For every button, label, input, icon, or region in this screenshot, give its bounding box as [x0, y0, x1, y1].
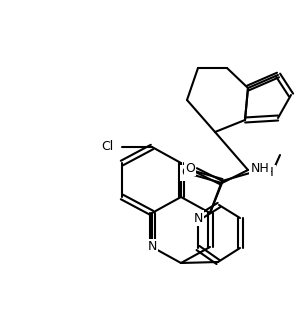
Text: O: O — [185, 161, 195, 174]
Text: NH: NH — [256, 167, 274, 179]
Text: N: N — [193, 212, 203, 224]
Text: Cl: Cl — [102, 140, 114, 154]
Text: NH: NH — [251, 161, 269, 174]
Text: N: N — [147, 240, 157, 254]
Text: O: O — [181, 167, 191, 179]
